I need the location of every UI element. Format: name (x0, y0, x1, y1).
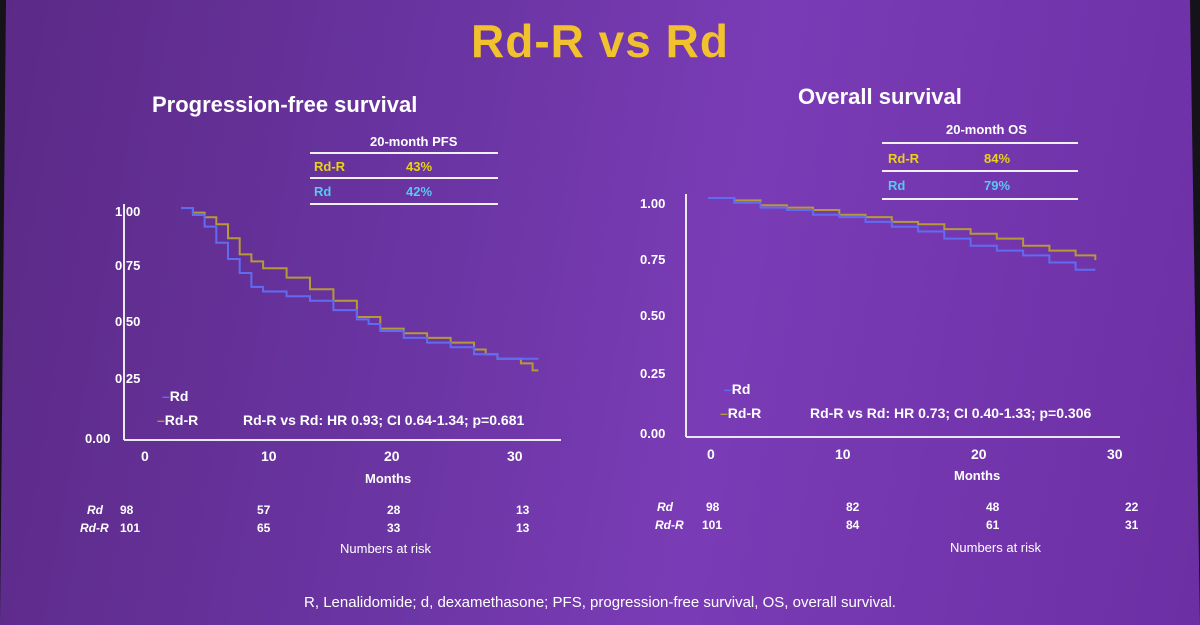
pfs-x-tick-30: 30 (507, 448, 523, 464)
os-table-value-rd-r: 84% (984, 151, 1011, 166)
pfs-risk-rd-10: 57 (257, 503, 271, 517)
pfs-table-header: 20-month PFS (370, 134, 458, 149)
os-y-tick-1: 1.00 (640, 196, 666, 211)
os-hazard-ratio: Rd-R vs Rd: HR 0.73; CI 0.40-1.33; p=0.3… (810, 405, 1092, 421)
pfs-title: Progression-free survival (152, 92, 418, 117)
os-risk-arm-rd-r: Rd-R (655, 518, 684, 532)
os-risk-rd-20: 48 (986, 500, 1000, 514)
os-table-rule-top (882, 142, 1078, 144)
pfs-y-tick-0-25: 0.25 (115, 371, 141, 386)
os-curve-rd-r (708, 197, 1097, 261)
pfs-table-rule-mid (310, 177, 498, 179)
os-risk-arm-rd: Rd (657, 500, 673, 514)
pfs-hazard-ratio: Rd-R vs Rd: HR 0.93; CI 0.64-1.34; p=0.6… (243, 412, 525, 428)
pfs-curve-rd-r (181, 207, 539, 372)
pfs-x-tick-10: 10 (261, 448, 277, 464)
pfs-legend-rd: –Rd (162, 388, 189, 404)
os-table-header: 20-month OS (946, 122, 1027, 137)
pfs-x-tick-20: 20 (384, 448, 400, 464)
pfs-risk-caption: Numbers at risk (340, 541, 432, 556)
pfs-y-tick-0: 0.00 (85, 431, 111, 446)
pfs-table-arm-rd-r: Rd-R (314, 159, 346, 174)
pfs-risk-rd-r-0: 101 (120, 521, 141, 535)
pfs-risk-rd-30: 13 (516, 503, 530, 517)
pfs-risk-rd-r-30: 13 (516, 521, 530, 535)
os-risk-rd-10: 82 (846, 500, 860, 514)
os-curve-rd (708, 197, 1096, 271)
os-table-arm-rd-r: Rd-R (888, 151, 920, 166)
os-risk-rd-r-10: 84 (846, 518, 860, 532)
os-x-tick-0: 0 (707, 446, 715, 462)
pfs-risk-arm-rd-r: Rd-R (80, 521, 109, 535)
pfs-risk-rd-r-10: 65 (257, 521, 271, 535)
os-risk-caption: Numbers at risk (950, 540, 1042, 555)
os-risk-rd-r-30: 31 (1125, 518, 1139, 532)
slide-footnote: R, Lenalidomide; d, dexamethasone; PFS, … (304, 594, 896, 611)
os-legend-rd: –Rd (724, 381, 751, 397)
pfs-table-value-rd-r: 43% (406, 159, 433, 174)
os-risk-rd-r-0: 101 (702, 518, 723, 532)
pfs-x-tick-0: 0 (141, 448, 149, 464)
os-table-value-rd: 79% (984, 178, 1011, 193)
pfs-risk-arm-rd: Rd (87, 503, 103, 517)
pfs-table-rule-top (310, 152, 498, 154)
os-risk-rd-30: 22 (1125, 500, 1139, 514)
pfs-y-tick-0-50: 0.50 (115, 314, 141, 329)
os-x-axis-label: Months (954, 468, 1001, 483)
os-legend-rd-r: –Rd-R (720, 405, 762, 421)
pfs-legend-rd-r: –Rd-R (157, 412, 199, 428)
os-table-arm-rd: Rd (888, 178, 906, 193)
os-table-rule-mid (882, 170, 1078, 172)
os-table-rule-bottom (882, 198, 1078, 200)
pfs-curve-rd (181, 207, 539, 360)
pfs-y-tick-1: 1.00 (115, 204, 141, 219)
pfs-risk-rd-20: 28 (387, 503, 401, 517)
pfs-table-rule-bottom (310, 203, 498, 205)
os-x-tick-20: 20 (971, 446, 987, 462)
pfs-y-tick-0-75: 0.75 (115, 258, 141, 273)
pfs-table-value-rd: 42% (406, 184, 433, 199)
pfs-risk-rd-r-20: 33 (387, 521, 401, 535)
os-y-tick-0-50: 0.50 (640, 308, 666, 323)
os-y-tick-0: 0.00 (640, 426, 666, 441)
os-risk-rd-0: 98 (706, 500, 720, 514)
os-title: Overall survival (798, 84, 962, 109)
slide-title: Rd-R vs Rd (471, 15, 729, 67)
pfs-x-axis-label: Months (365, 471, 412, 486)
os-x-tick-10: 10 (835, 446, 851, 462)
pfs-table-arm-rd: Rd (314, 184, 332, 199)
os-y-tick-0-75: 0.75 (640, 252, 666, 267)
os-y-tick-0-25: 0.25 (640, 366, 666, 381)
os-x-tick-30: 30 (1107, 446, 1123, 462)
pfs-risk-rd-0: 98 (120, 503, 134, 517)
os-risk-rd-r-20: 61 (986, 518, 1000, 532)
